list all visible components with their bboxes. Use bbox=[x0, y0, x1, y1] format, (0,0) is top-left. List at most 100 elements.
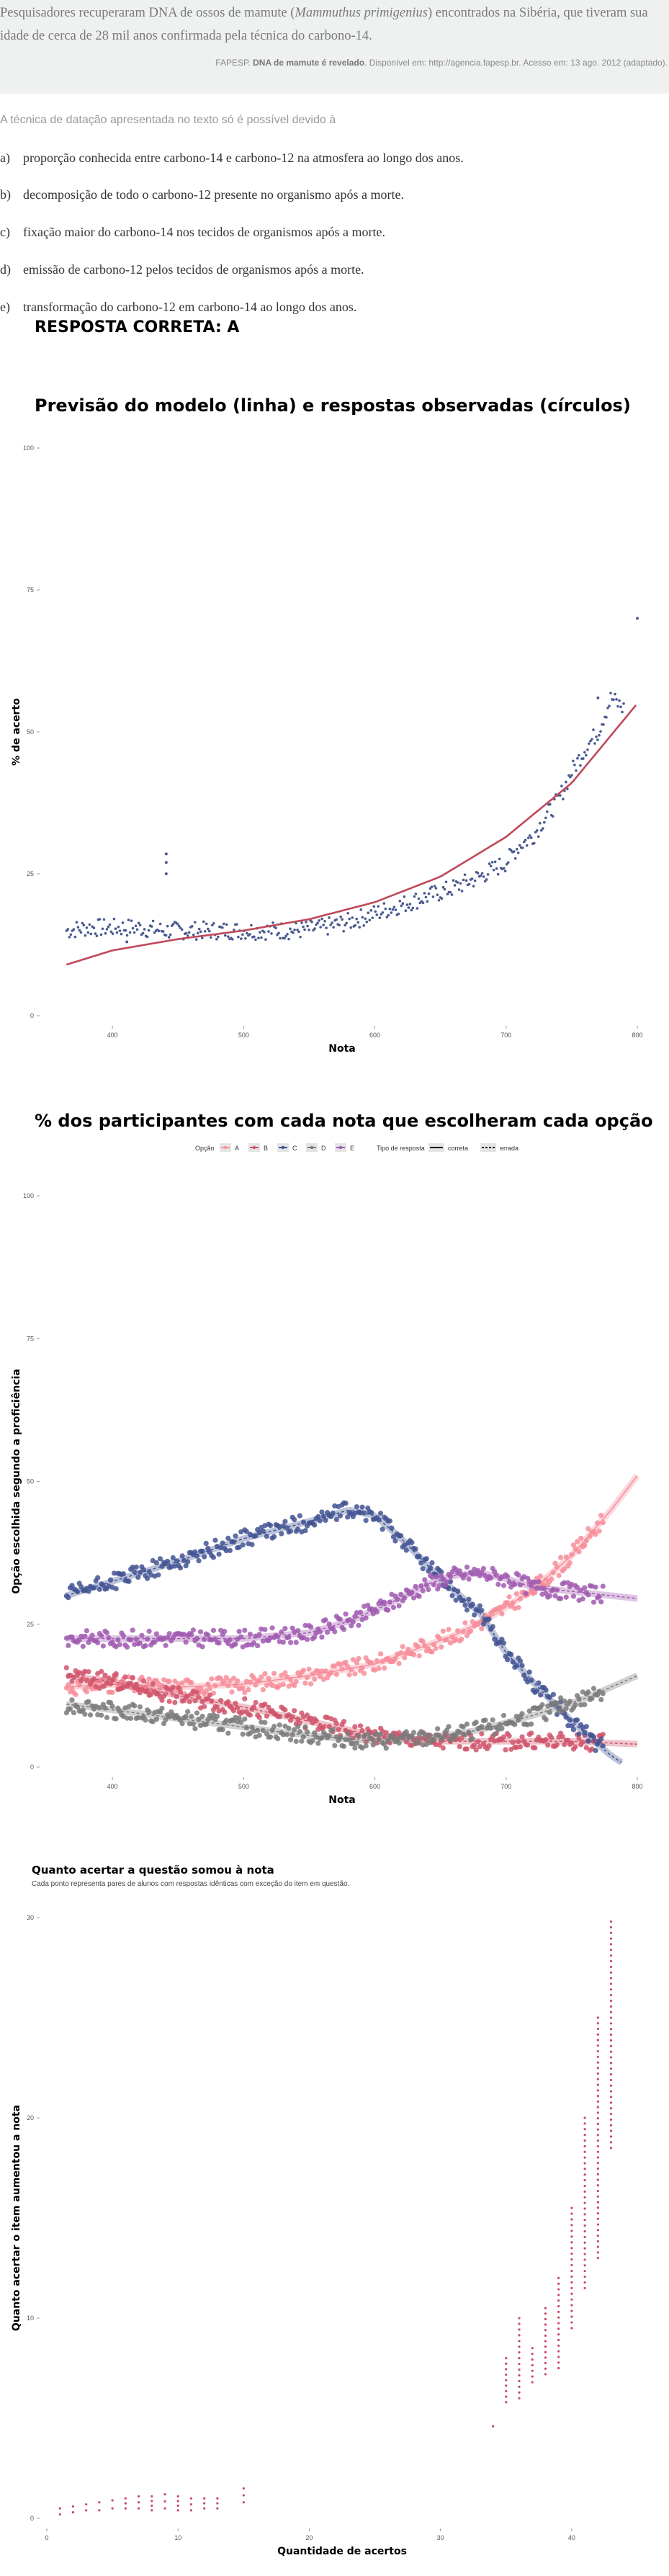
data-point-B bbox=[84, 1678, 89, 1683]
option-b[interactable]: b) decomposição de todo o carbono-12 pres… bbox=[0, 187, 404, 202]
y-axis-title: % de acerto bbox=[11, 698, 22, 766]
data-point-D bbox=[271, 1723, 277, 1730]
data-point bbox=[231, 938, 234, 941]
data-point-D bbox=[310, 1738, 315, 1744]
data-point bbox=[374, 910, 377, 913]
data-point bbox=[609, 1943, 613, 1946]
data-point bbox=[118, 929, 122, 932]
data-point bbox=[339, 915, 342, 918]
data-point-C bbox=[159, 1563, 165, 1569]
data-point-C bbox=[177, 1565, 184, 1571]
data-point bbox=[137, 2507, 140, 2510]
data-point bbox=[150, 925, 153, 928]
chart3-subtitle: Cada ponto representa pares de alunos co… bbox=[32, 1880, 350, 1888]
data-point bbox=[609, 2039, 613, 2042]
data-point-B bbox=[287, 1717, 294, 1723]
data-point-B bbox=[264, 1713, 270, 1719]
data-point-D bbox=[557, 1695, 564, 1701]
data-point bbox=[505, 862, 508, 866]
data-point-B bbox=[475, 1739, 481, 1745]
data-point-E bbox=[516, 1572, 521, 1578]
data-point-E bbox=[66, 1642, 71, 1648]
data-point bbox=[596, 2162, 599, 2165]
data-point bbox=[171, 922, 175, 926]
data-point-D bbox=[431, 1737, 437, 1743]
data-point bbox=[583, 2264, 586, 2267]
data-point-E bbox=[255, 1642, 261, 1649]
data-point bbox=[596, 2089, 599, 2092]
data-point bbox=[531, 2358, 534, 2361]
option-c[interactable]: c) fixação maior do carbono-14 nos tecido… bbox=[0, 225, 385, 240]
data-point bbox=[300, 921, 303, 924]
data-point-B bbox=[170, 1684, 176, 1690]
data-point-D bbox=[466, 1730, 472, 1735]
data-point-E bbox=[356, 1622, 362, 1628]
data-point bbox=[570, 2315, 573, 2318]
data-point bbox=[482, 875, 485, 878]
data-point bbox=[596, 2095, 599, 2098]
data-point-B bbox=[517, 1744, 524, 1750]
data-point-D bbox=[302, 1724, 308, 1730]
data-point bbox=[609, 2044, 613, 2047]
data-point-A bbox=[396, 1660, 402, 1666]
data-point bbox=[358, 926, 362, 929]
data-point bbox=[467, 882, 471, 886]
data-point bbox=[589, 739, 592, 743]
data-point-E bbox=[363, 1615, 369, 1621]
data-point bbox=[382, 902, 386, 905]
data-point bbox=[436, 893, 439, 896]
data-point-B bbox=[176, 1685, 181, 1691]
data-point bbox=[490, 861, 494, 864]
data-point-E bbox=[130, 1627, 135, 1633]
data-point bbox=[449, 890, 452, 894]
data-point bbox=[489, 864, 493, 868]
data-point bbox=[492, 868, 495, 872]
data-point-B bbox=[256, 1714, 262, 1720]
data-point bbox=[325, 926, 328, 929]
data-point-B bbox=[122, 1674, 128, 1680]
data-point bbox=[485, 878, 488, 881]
data-point-D bbox=[179, 1721, 185, 1727]
data-point bbox=[263, 931, 266, 934]
data-point-A bbox=[467, 1628, 474, 1634]
data-point-D bbox=[600, 1691, 606, 1696]
y-tick-label: 0 bbox=[30, 1763, 34, 1771]
data-point-A bbox=[356, 1655, 362, 1662]
data-point-A bbox=[300, 1668, 307, 1673]
x-tick-label: 600 bbox=[369, 1032, 380, 1039]
data-point bbox=[609, 2005, 613, 2008]
option-a[interactable]: a) proporção conhecida entre carbono-14 e… bbox=[0, 151, 464, 166]
data-point bbox=[596, 2145, 599, 2148]
data-point-E bbox=[534, 1586, 540, 1591]
data-point-A bbox=[253, 1682, 259, 1688]
data-point-E bbox=[280, 1640, 286, 1645]
data-point-C bbox=[223, 1547, 229, 1554]
data-point bbox=[426, 900, 429, 903]
data-point-C bbox=[464, 1607, 470, 1613]
data-point bbox=[544, 2356, 547, 2359]
option-e[interactable]: e) transformação do carbono-12 em carbono… bbox=[0, 300, 356, 315]
data-point-B bbox=[240, 1709, 246, 1715]
data-point bbox=[167, 936, 171, 939]
data-point bbox=[176, 2509, 179, 2512]
option-d[interactable]: d) emissão de carbono-12 pelos tecidos de… bbox=[0, 262, 364, 277]
data-point bbox=[570, 2275, 573, 2278]
data-point bbox=[609, 1959, 613, 1963]
data-point bbox=[518, 2317, 521, 2320]
data-point-A bbox=[308, 1681, 314, 1687]
data-point-E bbox=[390, 1604, 397, 1611]
data-point-D bbox=[287, 1737, 294, 1743]
data-point-D bbox=[589, 1696, 595, 1701]
chart3-title: Quanto acertar a questão somou à nota bbox=[32, 1864, 274, 1877]
data-point-E bbox=[426, 1586, 431, 1593]
y-tick-label: 25 bbox=[27, 1621, 34, 1628]
data-point bbox=[277, 931, 280, 935]
data-point bbox=[596, 2067, 599, 2070]
data-point-D bbox=[370, 1742, 376, 1748]
data-point bbox=[609, 2034, 613, 2036]
data-point bbox=[377, 905, 380, 908]
data-point-A bbox=[242, 1689, 248, 1696]
data-point bbox=[583, 2247, 586, 2250]
data-point-B bbox=[506, 1733, 512, 1739]
data-point bbox=[362, 924, 366, 927]
